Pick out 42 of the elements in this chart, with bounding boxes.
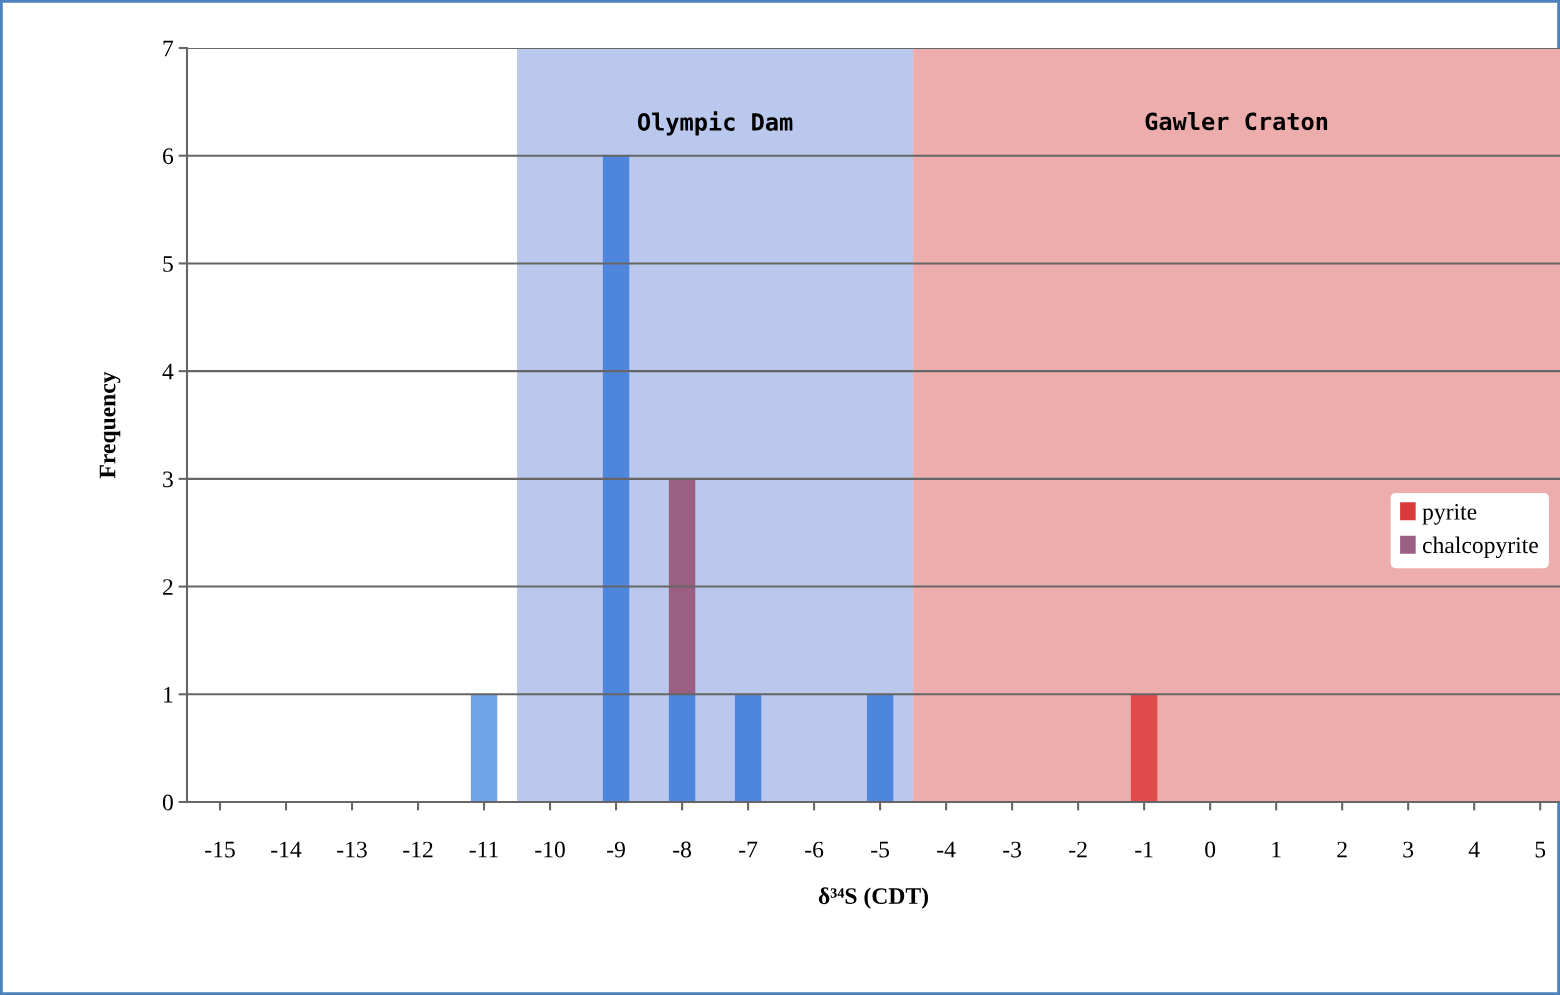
- x-tick-label: -14: [271, 841, 302, 858]
- x-tick-label: -8: [673, 841, 692, 858]
- y-tick-label: 4: [162, 363, 174, 380]
- bar: [470, 694, 498, 802]
- bar: [602, 155, 630, 802]
- x-tick-label: -1: [1135, 841, 1153, 858]
- x-tick-label: 4: [1468, 841, 1480, 858]
- x-tick-label: 5: [1535, 841, 1546, 858]
- legend-label: pyrite: [1422, 503, 1477, 525]
- band-label: Olympic Dam: [637, 111, 793, 136]
- x-tick-label: -15: [205, 841, 235, 858]
- bar: [668, 478, 696, 695]
- x-tick-label: -6: [805, 841, 824, 858]
- x-tick-label: -10: [535, 841, 565, 858]
- bar: [866, 694, 894, 802]
- y-tick-label: 3: [163, 471, 173, 488]
- y-axis-title: Frequency: [99, 371, 121, 479]
- x-tick-label: 3: [1403, 841, 1414, 858]
- y-tick-label: 7: [163, 40, 174, 57]
- x-tick-label: -2: [1069, 841, 1087, 858]
- bar: [668, 694, 696, 802]
- bar: [734, 694, 762, 802]
- x-tick-label: -5: [871, 841, 890, 858]
- y-tick-label: 1: [164, 686, 173, 703]
- x-tick-label: -12: [403, 841, 433, 858]
- x-tick-label: 2: [1337, 841, 1347, 858]
- x-tick-label: -13: [337, 841, 367, 858]
- bar: [1130, 694, 1158, 802]
- x-tick-label: -9: [607, 841, 625, 858]
- x-tick-label: 0: [1205, 841, 1216, 858]
- y-tick-label: 6: [163, 148, 174, 165]
- x-tick-label: -4: [937, 841, 956, 858]
- x-tick-label: 1: [1272, 841, 1281, 858]
- x-tick-label: -7: [739, 841, 758, 858]
- x-axis-title: δ³⁴S (CDT): [818, 887, 928, 909]
- x-tick-label: -11: [469, 841, 498, 858]
- y-tick-label: 5: [163, 256, 173, 272]
- x-tick-label: -3: [1003, 841, 1022, 858]
- legend-label: chalcopyrite: [1422, 536, 1538, 559]
- band-label: Gawler Craton: [1145, 111, 1328, 131]
- y-tick-label: 2: [163, 579, 173, 595]
- y-tick-label: 0: [162, 794, 173, 811]
